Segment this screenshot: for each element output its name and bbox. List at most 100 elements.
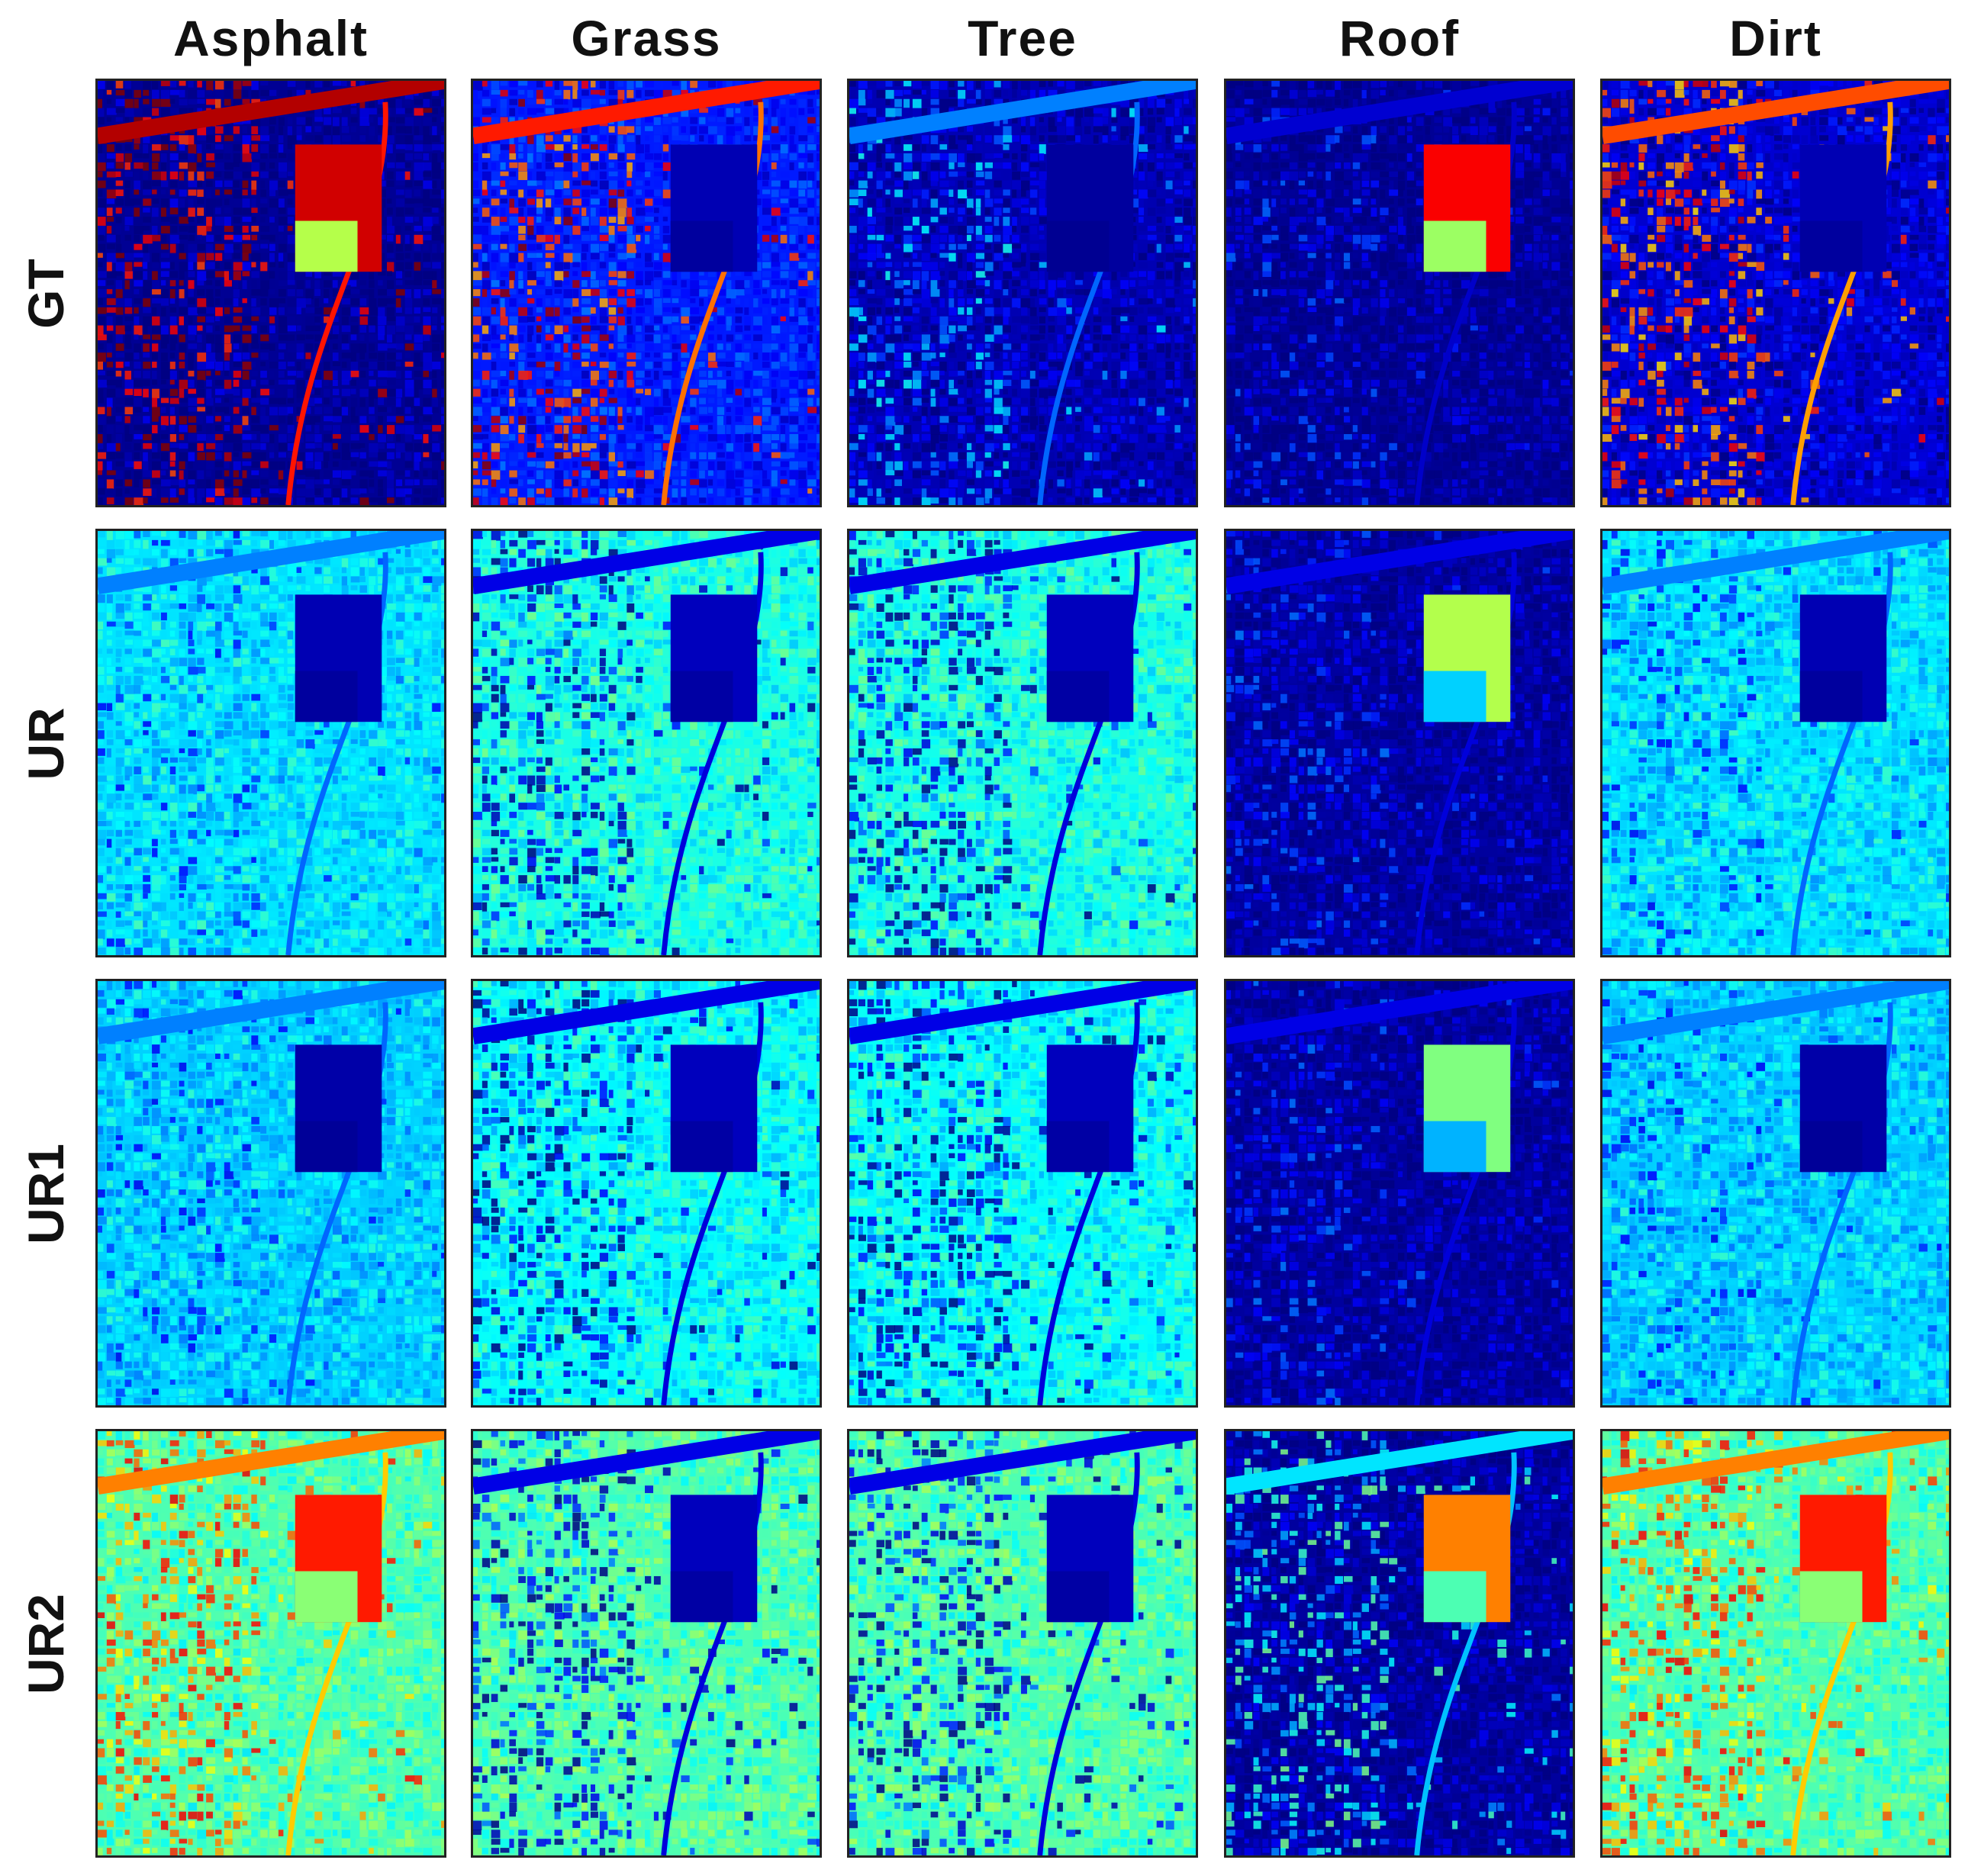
building-feature	[1046, 220, 1110, 272]
road-feature	[661, 552, 764, 955]
highway-feature	[1226, 531, 1573, 595]
panel-gt-asphalt	[95, 79, 446, 507]
building-feature	[295, 220, 358, 272]
abundance-map	[98, 981, 444, 1405]
abundance-map	[1602, 531, 1949, 955]
highway-feature	[849, 1431, 1196, 1495]
abundance-map	[1226, 981, 1573, 1405]
road-feature	[285, 1452, 388, 1855]
panel-ur2-dirt	[1600, 1429, 1951, 1858]
road-feature	[285, 552, 388, 955]
row-label-ur-text: UR	[17, 707, 75, 780]
panel-ur-roof	[1224, 529, 1575, 957]
panel-ur2-grass	[471, 1429, 822, 1858]
building-feature	[1799, 1121, 1863, 1173]
abundance-map	[1602, 981, 1949, 1405]
panel-ur1-asphalt	[95, 979, 446, 1408]
abundance-map	[473, 981, 820, 1405]
road-feature	[285, 1002, 388, 1405]
abundance-map	[849, 531, 1196, 955]
panel-ur-asphalt	[95, 529, 446, 957]
panel-gt-grass	[471, 79, 822, 507]
road-feature	[1037, 1002, 1140, 1405]
column-header-asphalt: Asphalt	[95, 8, 446, 69]
building-feature	[1799, 1571, 1863, 1623]
abundance-map	[1226, 81, 1573, 505]
building-feature	[295, 671, 358, 722]
row-label-ur1: UR1	[0, 980, 92, 1408]
highway-feature	[473, 1431, 820, 1495]
highway-feature	[473, 981, 820, 1045]
panel-ur-dirt	[1600, 529, 1951, 957]
road-feature	[1414, 1452, 1517, 1855]
highway-feature	[849, 81, 1196, 145]
column-header-dirt: Dirt	[1600, 8, 1951, 69]
panel-ur1-roof	[1224, 979, 1575, 1408]
panel-gt-dirt	[1600, 79, 1951, 507]
highway-feature	[98, 531, 444, 595]
panel-gt-roof	[1224, 79, 1575, 507]
road-feature	[1790, 1452, 1893, 1855]
abundance-map	[473, 1431, 820, 1855]
column-header-roof: Roof	[1224, 8, 1575, 69]
building-feature	[1423, 220, 1486, 272]
column-header-grass: Grass	[471, 8, 822, 69]
highway-feature	[1226, 1431, 1573, 1495]
highway-feature	[1226, 81, 1573, 145]
panel-gt-tree	[847, 79, 1198, 507]
abundance-map	[1602, 1431, 1949, 1855]
building-feature	[1046, 671, 1110, 722]
abundance-map	[98, 1431, 444, 1855]
row-label-ur1-text: UR1	[17, 1144, 75, 1244]
highway-feature	[849, 531, 1196, 595]
row-label-ur2: UR2	[0, 1430, 92, 1858]
road-feature	[1037, 1452, 1140, 1855]
road-feature	[1414, 1002, 1517, 1405]
building-feature	[1046, 1571, 1110, 1623]
building-feature	[295, 1121, 358, 1173]
highway-feature	[1226, 981, 1573, 1045]
building-feature	[670, 1121, 733, 1173]
abundance-map	[473, 81, 820, 505]
road-feature	[661, 1002, 764, 1405]
panel-ur-grass	[471, 529, 822, 957]
panel-ur2-roof	[1224, 1429, 1575, 1858]
road-feature	[1790, 552, 1893, 955]
building-feature	[1423, 671, 1486, 722]
abundance-map	[849, 1431, 1196, 1855]
abundance-map	[849, 81, 1196, 505]
abundance-map	[1226, 1431, 1573, 1855]
building-feature	[670, 220, 733, 272]
highway-feature	[98, 1431, 444, 1495]
building-feature	[1046, 1121, 1110, 1173]
road-feature	[1790, 1002, 1893, 1405]
building-feature	[295, 1571, 358, 1623]
panel-ur1-grass	[471, 979, 822, 1408]
highway-feature	[1602, 81, 1949, 145]
abundance-map	[98, 81, 444, 505]
road-feature	[1414, 552, 1517, 955]
abundance-map	[1226, 531, 1573, 955]
building-feature	[1799, 671, 1863, 722]
building-feature	[1423, 1121, 1486, 1173]
road-feature	[285, 101, 388, 505]
abundance-map	[849, 981, 1196, 1405]
highway-feature	[1602, 1431, 1949, 1495]
abundance-map	[1602, 81, 1949, 505]
building-feature	[670, 1571, 733, 1623]
panel-ur2-asphalt	[95, 1429, 446, 1858]
row-label-ur: UR	[0, 530, 92, 957]
road-feature	[1037, 552, 1140, 955]
row-label-ur2-text: UR2	[17, 1594, 75, 1694]
highway-feature	[849, 981, 1196, 1045]
abundance-map	[98, 531, 444, 955]
highway-feature	[98, 981, 444, 1045]
abundance-map	[473, 531, 820, 955]
building-feature	[670, 671, 733, 722]
panel-ur1-dirt	[1600, 979, 1951, 1408]
road-feature	[1037, 101, 1140, 505]
road-feature	[1790, 101, 1893, 505]
building-feature	[1799, 220, 1863, 272]
panel-ur1-tree	[847, 979, 1198, 1408]
panel-ur2-tree	[847, 1429, 1198, 1858]
